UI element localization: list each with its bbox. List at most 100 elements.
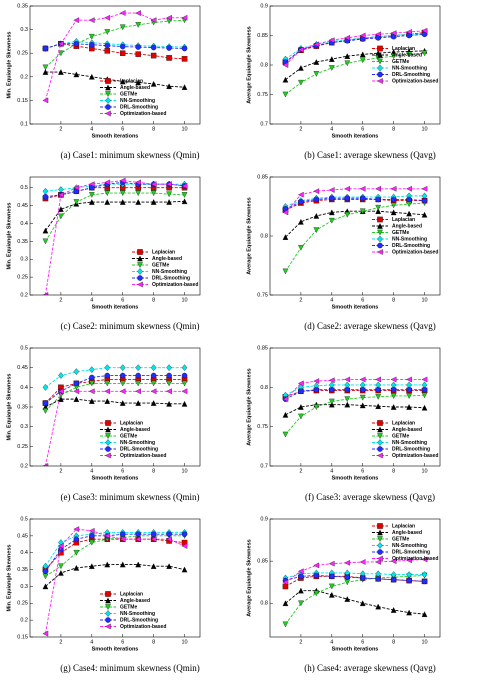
series-line xyxy=(285,394,425,435)
data-point xyxy=(282,579,289,586)
y-tick-label: 0.4 xyxy=(20,550,28,556)
data-point xyxy=(73,199,80,205)
data-point xyxy=(406,210,412,217)
data-point xyxy=(135,190,142,197)
series-line xyxy=(285,575,425,587)
data-point xyxy=(282,600,289,607)
data-point xyxy=(119,364,126,372)
legend-label: DRL-Smoothing xyxy=(120,104,158,110)
data-point xyxy=(282,91,289,98)
plot-frame xyxy=(29,176,201,296)
data-point xyxy=(166,191,172,198)
series-line xyxy=(285,590,425,615)
data-point xyxy=(42,408,49,414)
y-tick-label: 0.85 xyxy=(257,345,268,351)
y-tick-label: 0.85 xyxy=(257,174,268,180)
data-point xyxy=(42,568,49,575)
legend-marker xyxy=(105,433,111,439)
plot-area xyxy=(42,526,188,637)
plot-frame xyxy=(269,176,441,296)
x-axis-label: Smooth iterations xyxy=(332,475,379,481)
legend-label: Optimization-based xyxy=(152,282,198,288)
data-point xyxy=(119,24,126,31)
x-tick-label: 4 xyxy=(90,639,93,645)
legend-label: Laplacian xyxy=(152,249,175,255)
series-line xyxy=(45,398,185,408)
subplot: 0.7 0.75 0.8 0.85 2 4 6 8 10 Smooth iterations Ave… xyxy=(246,345,441,502)
data-point xyxy=(73,184,80,191)
y-tick-label: 0.15 xyxy=(17,98,28,104)
caption: (d) Case2: average skewness (Qavg) xyxy=(304,321,435,331)
data-point xyxy=(359,559,366,565)
legend-marker xyxy=(377,249,383,255)
data-point xyxy=(150,372,157,379)
y-axis-label: Average Equiangle Skewness xyxy=(246,197,252,274)
y-tick-label: 0.8 xyxy=(260,62,268,68)
data-point xyxy=(181,372,188,379)
data-point xyxy=(166,380,172,387)
legend-label: DRL-Smoothing xyxy=(120,446,158,452)
legend-marker xyxy=(105,91,111,97)
y-tick-label: 0.45 xyxy=(17,203,28,209)
data-point xyxy=(406,376,412,383)
data-point xyxy=(104,14,111,21)
subplot: 0.7 0.75 0.8 0.85 0.9 2 4 6 8 10 Smooth iterations… xyxy=(246,3,441,160)
data-point xyxy=(390,53,397,60)
data-point xyxy=(166,199,172,205)
series-line xyxy=(45,71,185,88)
legend-marker xyxy=(377,523,383,529)
data-point xyxy=(150,80,157,87)
data-point xyxy=(359,575,366,581)
data-point xyxy=(119,50,126,56)
x-tick-label: 10 xyxy=(181,126,187,132)
x-tick-label: 6 xyxy=(121,639,124,645)
data-point xyxy=(421,571,428,578)
data-point xyxy=(135,380,142,387)
series-line xyxy=(285,30,425,66)
series-line xyxy=(45,367,185,388)
x-axis-label: Smooth iterations xyxy=(92,304,139,310)
data-point xyxy=(42,573,49,580)
data-point xyxy=(421,197,428,204)
data-point xyxy=(359,402,366,409)
y-tick-label: 0.25 xyxy=(17,51,28,57)
data-point xyxy=(42,193,49,200)
data-point xyxy=(150,536,157,543)
data-point xyxy=(181,566,188,573)
x-tick-label: 6 xyxy=(121,297,124,303)
data-point xyxy=(57,192,64,198)
series-line xyxy=(45,183,185,192)
data-point xyxy=(73,41,80,47)
legend-label: NN-Smoothing xyxy=(152,269,187,275)
data-point xyxy=(119,400,126,406)
data-point xyxy=(57,543,64,549)
legend-label: Laplacian xyxy=(392,523,415,529)
data-point xyxy=(150,44,157,51)
x-tick-label: 2 xyxy=(299,126,302,132)
data-point xyxy=(406,557,412,564)
series-line xyxy=(285,210,425,238)
legend-marker xyxy=(377,64,383,72)
legend-marker xyxy=(377,536,383,542)
x-tick-label: 10 xyxy=(421,468,427,474)
data-point xyxy=(73,396,80,402)
y-tick-label: 0.3 xyxy=(20,257,28,263)
series-line xyxy=(285,389,425,400)
legend: LaplacianAngle-basedGETMeNN-SmoothingDRL… xyxy=(372,420,438,459)
caption: (g) Case4: minimum skewness (Qmin) xyxy=(60,663,199,673)
data-point xyxy=(119,372,126,379)
y-tick-label: 0.8 xyxy=(260,233,268,239)
legend-label: Angle-based xyxy=(120,427,150,433)
series-line xyxy=(285,198,425,211)
legend-label: GETMe xyxy=(120,433,137,439)
legend-label: NN-Smoothing xyxy=(120,440,155,446)
x-tick-label: 2 xyxy=(299,639,302,645)
data-point xyxy=(421,392,428,399)
subplot: 0.1 0.15 0.2 0.25 0.3 0.35 2 4 6 8 10 Smooth iterat… xyxy=(6,3,201,160)
data-point xyxy=(166,400,172,407)
legend-marker xyxy=(377,242,383,249)
data-point xyxy=(73,536,80,542)
subplot: 0.2 0.25 0.3 0.35 0.4 0.45 0.5 2 4 6 8 10 Smooth ite… xyxy=(6,176,201,331)
data-point xyxy=(328,377,335,384)
series-line xyxy=(285,52,425,95)
